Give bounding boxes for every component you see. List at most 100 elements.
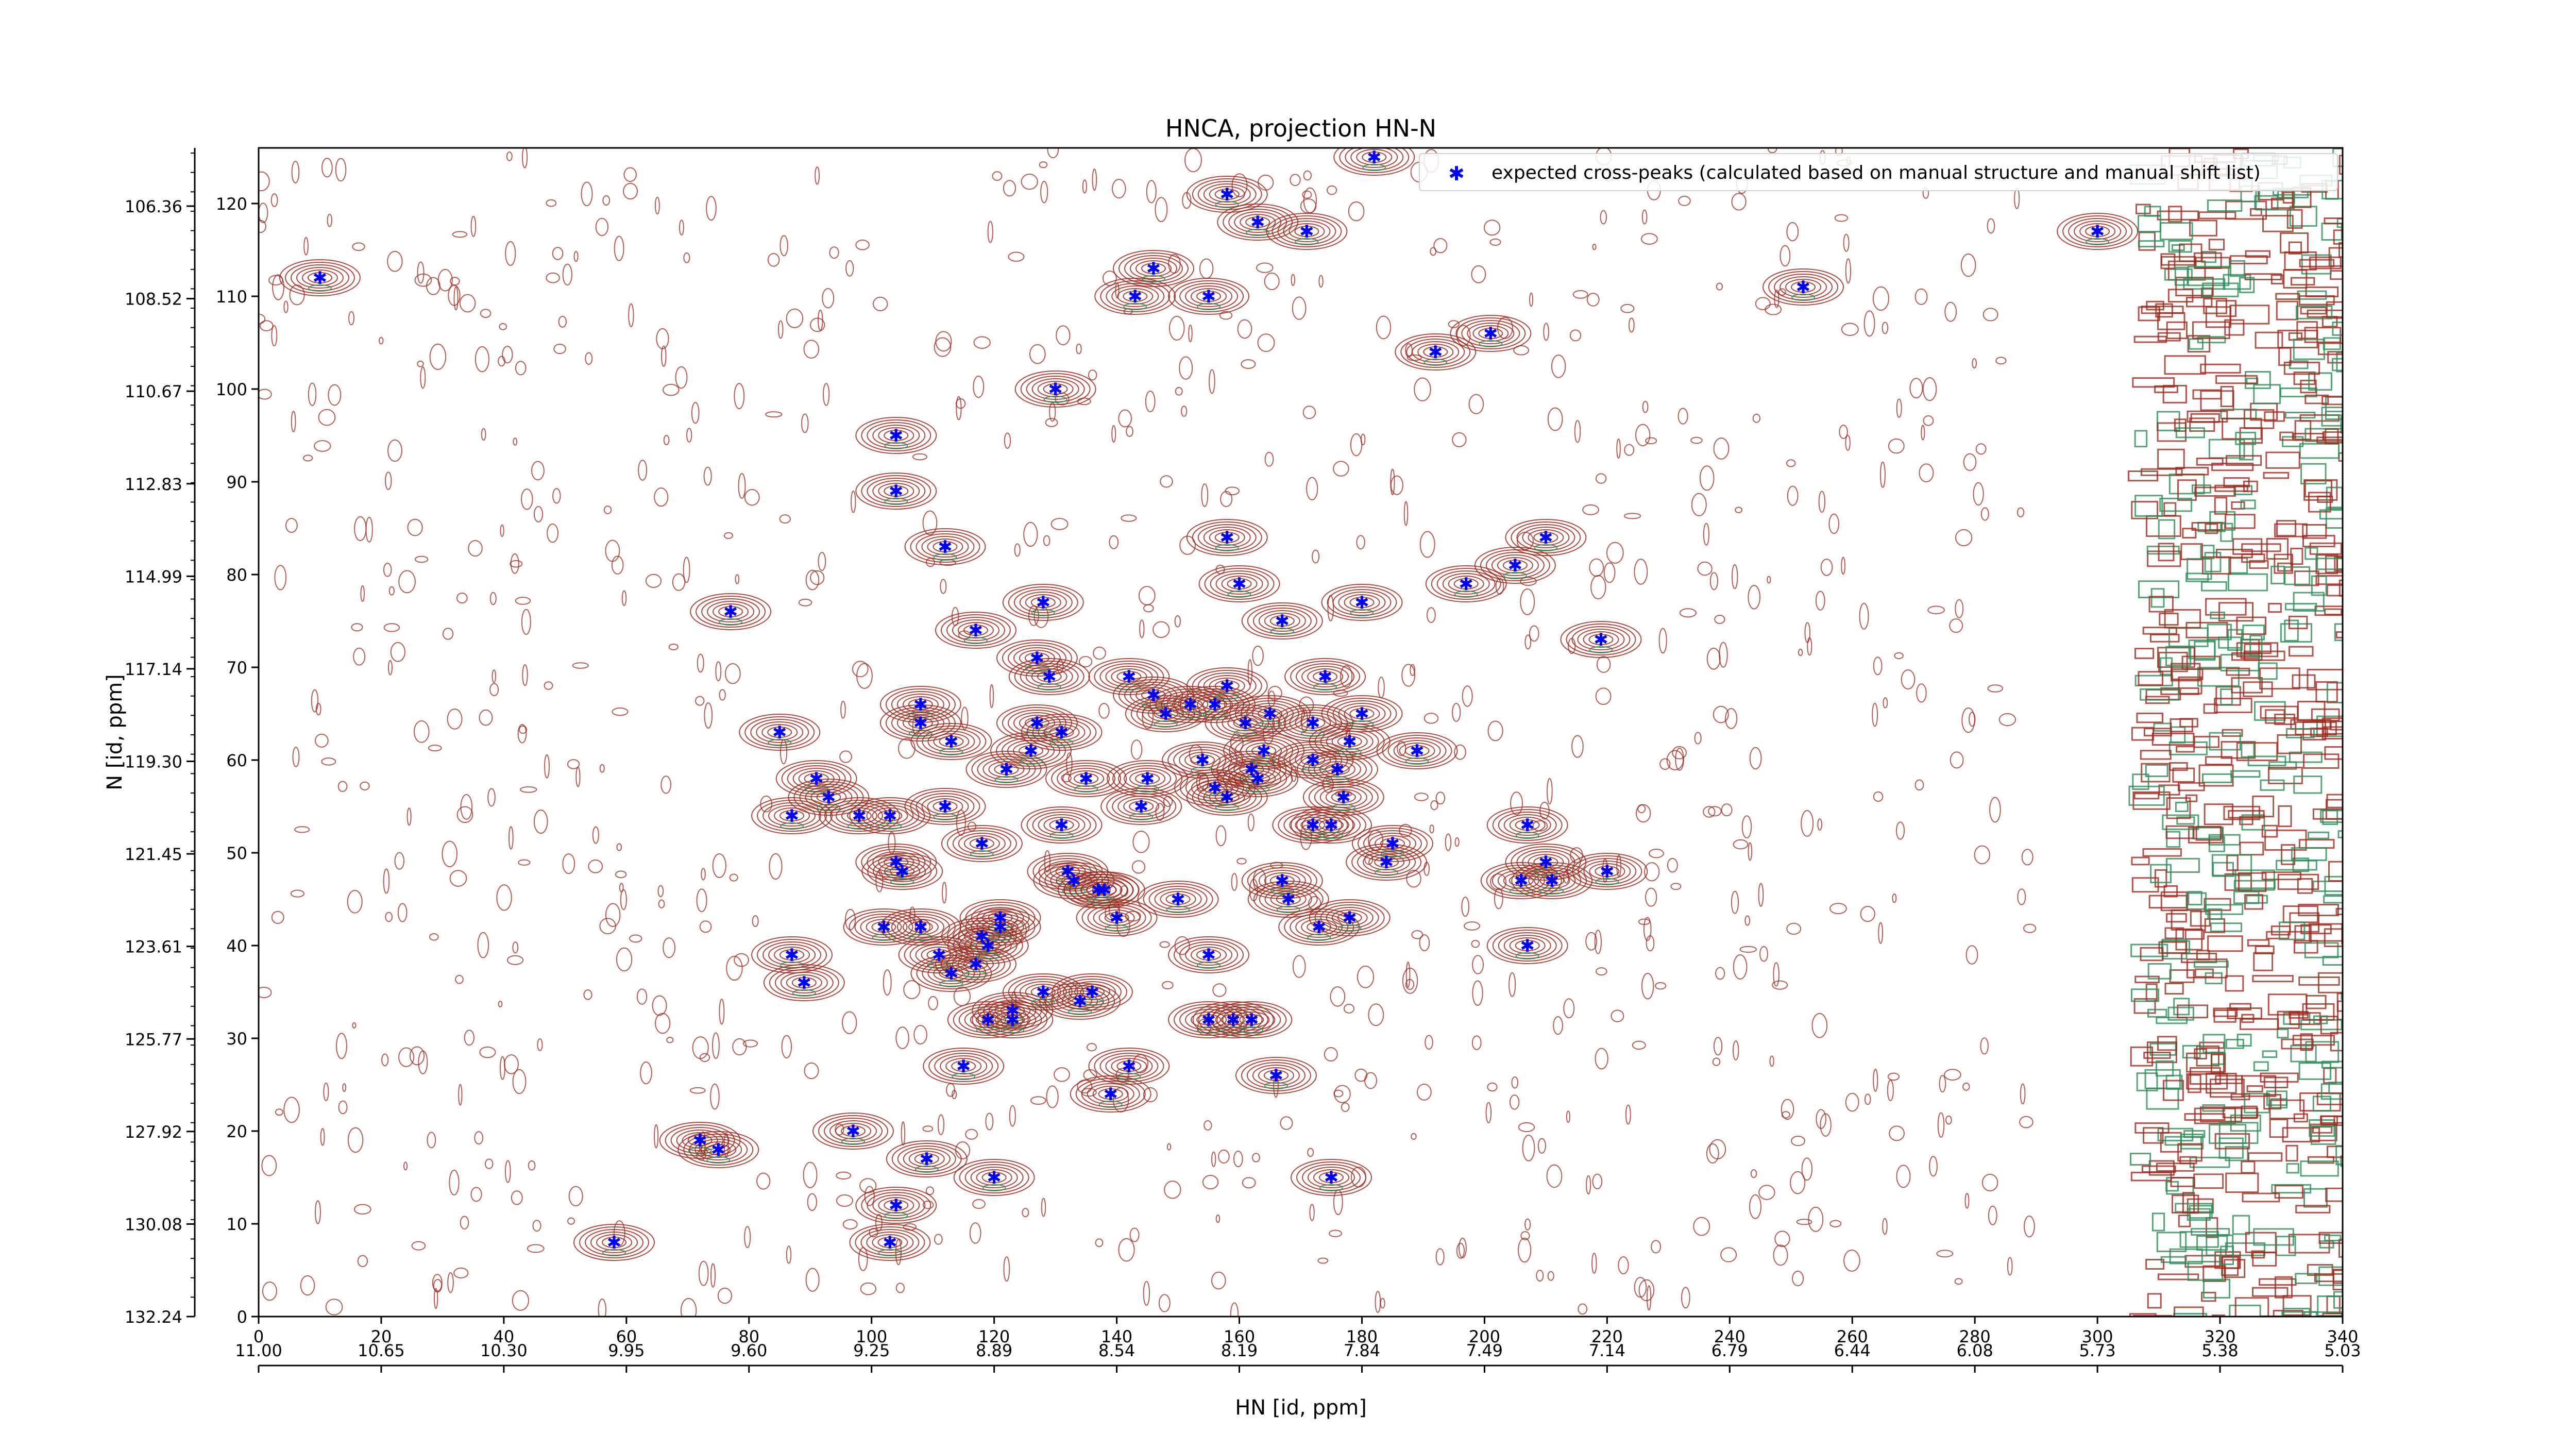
noise-contour <box>1944 301 1957 322</box>
peak-contour <box>1186 176 1268 213</box>
noise-contour <box>858 1247 868 1271</box>
peak-contour <box>841 1125 866 1137</box>
peak-contour <box>1024 652 1049 664</box>
noise-contour <box>1961 707 1975 733</box>
peak-contour <box>1272 215 1342 247</box>
noise-contour <box>2157 210 2199 221</box>
noise-contour <box>468 540 483 557</box>
noise-contour <box>2298 976 2340 986</box>
noise-contour <box>2171 663 2201 682</box>
peak-contour-negative <box>1049 832 1074 839</box>
noise-contour <box>1056 325 1071 346</box>
noise-contour <box>2220 654 2260 671</box>
noise-contour <box>417 360 424 367</box>
noise-contour <box>1998 713 2016 727</box>
noise-contour <box>496 884 512 911</box>
peak-contour-negative <box>841 1138 866 1145</box>
peak-contour <box>1038 814 1086 836</box>
peak-contour <box>1020 373 1091 405</box>
noise-contour <box>1095 1238 1104 1248</box>
noise-contour <box>2225 1172 2259 1193</box>
peak-contour <box>1038 721 1086 743</box>
noise-contour <box>1603 562 1616 583</box>
noise-contour <box>2177 479 2197 501</box>
noise-contour <box>2270 925 2291 936</box>
peak-contour <box>866 805 914 827</box>
noise-contour <box>2265 709 2285 724</box>
noise-contour <box>913 1024 927 1044</box>
noise-contour <box>2145 1258 2165 1270</box>
peak-contour <box>1192 670 1262 702</box>
peak-contour <box>975 940 1001 951</box>
noise-contour <box>2136 712 2163 723</box>
noise-contour <box>2160 253 2176 269</box>
noise-contour <box>2297 878 2313 894</box>
noise-contour <box>2189 1156 2230 1168</box>
noise-contour <box>2165 646 2192 666</box>
noise-contour <box>1302 190 1312 199</box>
noise-contour <box>2341 923 2343 945</box>
noise-contour <box>2186 1073 2228 1090</box>
noise-contour <box>1513 345 1530 356</box>
noise-contour <box>1887 1072 1900 1081</box>
peak-contour <box>1165 894 1191 905</box>
noise-contour <box>1773 1244 1788 1266</box>
noise-contour <box>1252 645 1264 666</box>
noise-contour <box>1988 1205 1997 1225</box>
noise-contour <box>2247 755 2286 767</box>
peak-contour <box>1283 221 1331 242</box>
peak-contour <box>1211 1001 1293 1038</box>
noise-contour <box>2269 1119 2289 1138</box>
noise-contour <box>672 573 686 591</box>
peak-contour <box>1049 727 1074 738</box>
noise-contour <box>2182 528 2197 538</box>
peak-contour <box>1478 328 1503 339</box>
noise-contour <box>1980 1037 1989 1055</box>
peak-contour-negative <box>939 980 963 987</box>
noise-contour <box>338 1100 348 1115</box>
peak-contour <box>1768 271 1839 303</box>
noise-contour <box>1982 308 1998 322</box>
noise-contour <box>1291 274 1295 286</box>
noise-contour <box>1256 262 1274 273</box>
noise-contour <box>2162 814 2199 830</box>
noise-contour <box>2176 746 2195 753</box>
noise-contour <box>1632 1040 1646 1050</box>
peak-contour <box>1245 216 1270 228</box>
noise-contour <box>1264 272 1280 291</box>
noise-contour <box>342 1083 347 1092</box>
peak-contour-negative <box>1215 804 1239 811</box>
noise-contour <box>1781 1111 1790 1119</box>
noise-contour <box>2132 377 2175 388</box>
noise-contour <box>442 628 454 640</box>
noise-contour <box>470 215 477 237</box>
peak-contour-negative <box>1252 757 1276 765</box>
peak-contour-negative <box>1454 591 1478 598</box>
noise-contour <box>1731 890 1739 914</box>
noise-contour <box>592 826 599 844</box>
cross-peak-marker: ✱ <box>1201 1010 1216 1031</box>
peak-contour <box>1321 584 1403 621</box>
noise-contour <box>2309 542 2342 555</box>
noise-contour <box>2298 839 2335 849</box>
noise-contour <box>2229 1003 2251 1010</box>
peak-contour <box>696 596 766 628</box>
noise-contour <box>2160 1256 2187 1263</box>
noise-contour <box>512 941 519 954</box>
noise-contour <box>2130 1171 2172 1182</box>
noise-contour <box>2242 1192 2280 1203</box>
noise-contour <box>2313 1015 2328 1024</box>
noise-contour <box>1767 576 1771 584</box>
noise-contour <box>2156 1232 2187 1252</box>
noise-contour <box>1606 542 1624 564</box>
x-tick-label: 200 <box>1469 1327 1500 1346</box>
peak-contour <box>694 1139 742 1160</box>
cross-peak-marker: ✱ <box>1367 147 1382 168</box>
peak-contour <box>1069 981 1116 1003</box>
noise-contour <box>1635 424 1651 447</box>
noise-contour <box>456 806 473 823</box>
peak-contour <box>1368 833 1416 854</box>
peak-contour <box>1404 745 1430 756</box>
noise-contour <box>719 689 726 701</box>
noise-contour <box>1635 804 1651 823</box>
